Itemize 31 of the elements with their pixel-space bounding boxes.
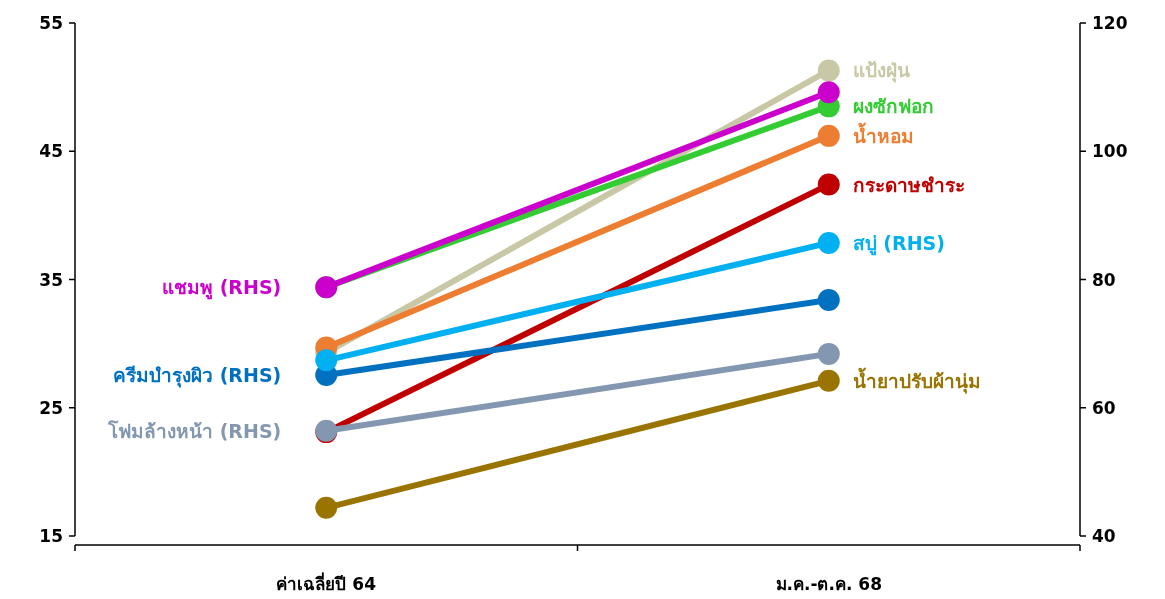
x-tick-label: ค่าเฉลี่ยปี 64 xyxy=(276,572,377,594)
point xyxy=(817,289,840,312)
series-label: ผงซักฟอก xyxy=(852,95,934,118)
y2-tick-label: 80 xyxy=(1092,269,1116,290)
y-tick-label: 55 xyxy=(39,13,63,33)
y2-tick-label: 40 xyxy=(1092,526,1116,546)
series-label: กระดาษชำระ xyxy=(852,173,965,196)
y2-tick-label: 60 xyxy=(1092,397,1116,418)
series-label: น้ำหอม xyxy=(852,121,914,147)
y-tick-label: 25 xyxy=(39,397,63,418)
series-label: สบู่ (RHS) xyxy=(852,231,945,256)
x-tick-label: ม.ค.-ต.ค. 68 xyxy=(775,574,882,594)
point xyxy=(817,124,840,147)
point xyxy=(817,59,840,82)
point xyxy=(817,369,840,392)
point xyxy=(817,342,840,365)
series-label: แชมพู (RHS) xyxy=(162,276,282,301)
point xyxy=(817,81,840,104)
point xyxy=(315,496,338,519)
series-label: น้ำยาปรับผ้านุ่ม xyxy=(852,366,981,394)
y2-tick-label: 120 xyxy=(1092,13,1128,33)
y-tick-label: 35 xyxy=(39,269,63,290)
series-label: โฟมล้างหน้า (RHS) xyxy=(107,419,282,442)
series-label: ครีมบำรุงผิว (RHS) xyxy=(113,364,282,389)
y-tick-label: 45 xyxy=(39,141,63,162)
y2-tick-label: 100 xyxy=(1092,141,1128,162)
point xyxy=(817,173,840,196)
y-tick-label: 15 xyxy=(39,526,63,546)
point xyxy=(315,349,338,372)
series-label: แป้งฝุ่น xyxy=(852,59,910,84)
point xyxy=(817,231,840,254)
